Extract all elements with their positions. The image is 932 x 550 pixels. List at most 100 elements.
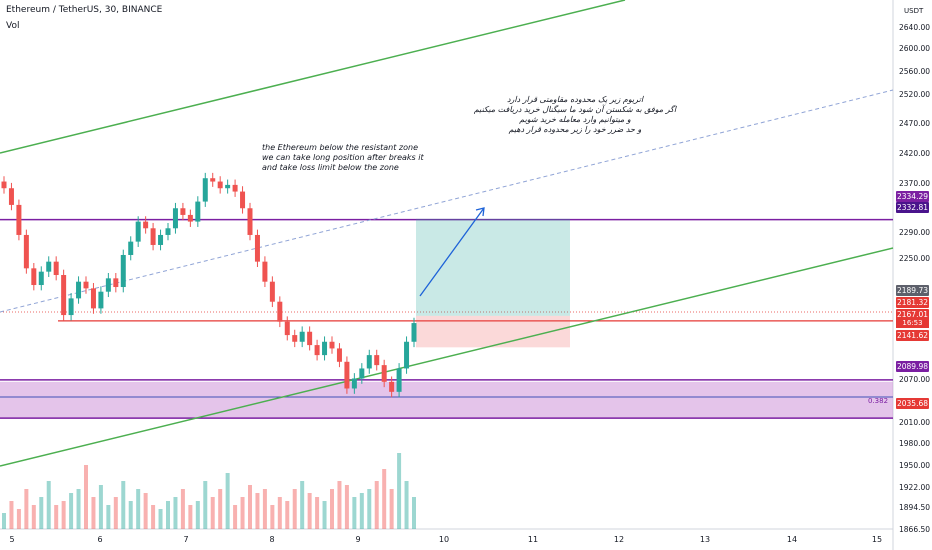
volume-bar bbox=[54, 505, 59, 529]
volume-bar bbox=[106, 505, 111, 529]
candle bbox=[269, 281, 275, 302]
candle bbox=[374, 355, 380, 366]
candle bbox=[143, 221, 149, 229]
volume-bar bbox=[91, 497, 96, 529]
volume-bar bbox=[136, 489, 141, 529]
candle bbox=[113, 278, 119, 288]
volume-bar bbox=[9, 501, 14, 529]
volume-bar bbox=[16, 509, 21, 529]
price-label: 2334.29 bbox=[896, 191, 929, 202]
volume-bar bbox=[69, 493, 74, 529]
candle bbox=[195, 201, 201, 222]
time-tick: 7 bbox=[183, 535, 189, 544]
grid bbox=[0, 0, 894, 550]
annotation-line: و حد ضرر خود را زیر محدوده قرار دهیم bbox=[508, 125, 642, 134]
target-zone bbox=[416, 218, 570, 316]
candle bbox=[351, 378, 357, 389]
price-tick: 2560.00 bbox=[899, 67, 931, 76]
candle bbox=[76, 281, 82, 299]
price-tick: 1894.50 bbox=[899, 503, 931, 512]
volume-bar bbox=[210, 497, 215, 529]
volume-bar bbox=[31, 505, 36, 529]
annotation-line: اتریوم زیر یک محدوده مقاومتی قرار دارد bbox=[506, 95, 644, 104]
candle bbox=[217, 181, 223, 189]
volume-bar bbox=[337, 481, 342, 529]
volume-bar bbox=[84, 465, 88, 529]
volume-bar bbox=[195, 501, 200, 529]
annotation-english[interactable]: the Ethereum below the resistant zone we… bbox=[262, 143, 424, 173]
annotation-persian[interactable]: اتریوم زیر یک محدوده مقاومتی قرار دارد ا… bbox=[440, 95, 710, 135]
price-tick: 2010.00 bbox=[899, 418, 931, 427]
candle bbox=[83, 281, 89, 289]
candle bbox=[225, 184, 231, 189]
price-label: 2189.73 bbox=[896, 285, 929, 296]
annotation-line: we can take long position after breaks i… bbox=[262, 153, 424, 162]
volume-bar bbox=[330, 489, 334, 529]
volume-bars bbox=[2, 453, 416, 529]
support-zone bbox=[0, 381, 893, 419]
candle bbox=[254, 234, 260, 262]
candle bbox=[262, 261, 268, 282]
volume-bar bbox=[270, 505, 275, 529]
volume-bar bbox=[240, 497, 245, 529]
time-tick: 12 bbox=[613, 535, 625, 544]
price-tick: 2370.00 bbox=[899, 179, 931, 188]
volume-bar bbox=[233, 505, 238, 529]
volume-bar bbox=[128, 501, 133, 529]
price-tick: 1866.50 bbox=[899, 525, 931, 534]
candle bbox=[172, 208, 178, 229]
price-tick: 1922.00 bbox=[899, 483, 931, 492]
volume-bar bbox=[367, 489, 372, 529]
candle bbox=[187, 214, 193, 222]
price-tick: 2520.00 bbox=[899, 90, 931, 99]
volume-bar bbox=[46, 481, 51, 529]
candle bbox=[299, 331, 305, 342]
price-tick: 2420.00 bbox=[899, 149, 931, 158]
candle bbox=[381, 365, 387, 382]
volume-bar bbox=[315, 497, 320, 529]
candle bbox=[307, 331, 313, 346]
volume-bar bbox=[248, 485, 252, 529]
volume-bar bbox=[285, 501, 290, 529]
candle bbox=[1, 181, 7, 189]
candle bbox=[284, 321, 290, 336]
candle bbox=[292, 335, 298, 342]
candle bbox=[165, 228, 171, 235]
price-tick: 2070.00 bbox=[899, 375, 931, 384]
candle bbox=[90, 288, 96, 309]
candle bbox=[202, 178, 208, 202]
volume-bar bbox=[382, 469, 387, 529]
volume-bar bbox=[255, 493, 260, 529]
drawings bbox=[0, 0, 894, 467]
price-tick: 2470.00 bbox=[899, 119, 931, 128]
volume-bar bbox=[389, 489, 394, 529]
candle bbox=[180, 208, 186, 215]
annotation-line: the Ethereum below the resistant zone bbox=[262, 143, 418, 152]
time-tick: 9 bbox=[355, 535, 361, 544]
volume-bar bbox=[121, 481, 126, 529]
candle bbox=[53, 261, 59, 276]
price-tick: 2290.00 bbox=[899, 228, 931, 237]
fib-level-label: 0.382 bbox=[868, 397, 889, 405]
candle bbox=[135, 221, 141, 242]
volume-bar bbox=[225, 473, 230, 529]
volume-bar bbox=[292, 489, 297, 529]
volume-bar bbox=[344, 485, 349, 529]
volume-bar bbox=[322, 501, 327, 529]
candle bbox=[240, 191, 246, 209]
time-tick: 11 bbox=[527, 535, 539, 544]
candle bbox=[120, 254, 126, 288]
volume-bar bbox=[151, 505, 156, 529]
volume-bar bbox=[300, 481, 305, 529]
volume-bar bbox=[143, 493, 148, 529]
volume-bar bbox=[412, 497, 416, 529]
candle bbox=[329, 341, 335, 349]
volume-bar bbox=[180, 489, 185, 529]
projection-arrowhead bbox=[475, 207, 485, 217]
price-label: 2141.62 bbox=[896, 330, 929, 341]
price-tick: 2250.00 bbox=[899, 254, 931, 263]
volume-bar bbox=[173, 497, 178, 529]
time-tick: 10 bbox=[438, 535, 450, 544]
candle bbox=[31, 268, 37, 286]
